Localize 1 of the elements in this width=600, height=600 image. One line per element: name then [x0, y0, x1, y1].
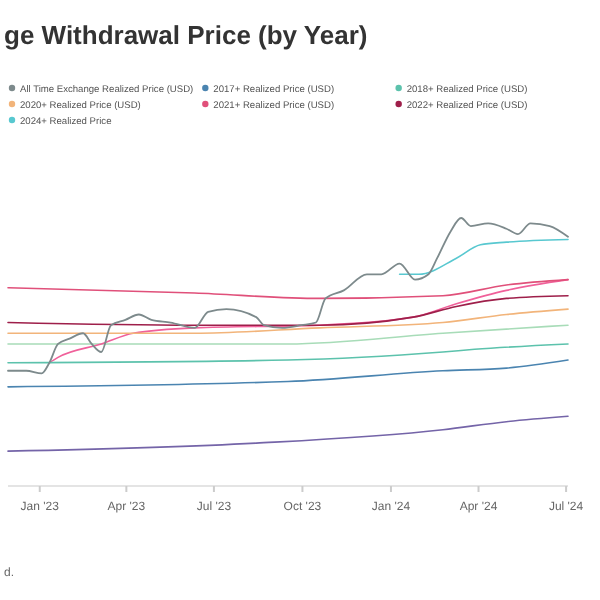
chart-title: ge Withdrawal Price (by Year) — [4, 20, 368, 50]
